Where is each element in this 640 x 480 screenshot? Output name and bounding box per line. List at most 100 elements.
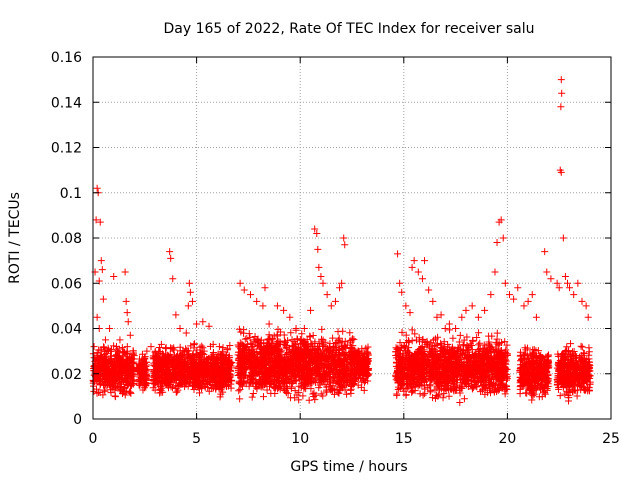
data-point	[108, 345, 116, 353]
data-point	[107, 383, 115, 391]
data-point	[203, 359, 211, 367]
data-point	[449, 334, 457, 342]
data-point	[141, 353, 149, 361]
data-point	[439, 394, 447, 402]
data-point	[456, 331, 464, 339]
grid-lines	[93, 57, 611, 419]
data-point	[135, 368, 143, 376]
data-point	[138, 360, 146, 368]
data-point	[111, 377, 119, 385]
data-point	[174, 368, 182, 376]
data-point	[280, 331, 288, 339]
data-point	[151, 369, 159, 377]
data-point	[346, 329, 354, 337]
data-point	[126, 388, 134, 396]
data-point	[142, 374, 150, 382]
data-point	[167, 376, 175, 384]
data-point	[456, 399, 464, 407]
data-point	[93, 389, 101, 397]
data-point	[121, 372, 129, 380]
data-point	[100, 365, 108, 373]
data-point	[95, 355, 103, 363]
data-point	[162, 380, 170, 388]
data-point	[168, 384, 176, 392]
data-point	[100, 386, 108, 394]
data-point	[218, 374, 226, 382]
data-point	[343, 390, 351, 398]
data-points	[89, 76, 594, 407]
data-point	[104, 344, 112, 352]
data-point	[176, 355, 184, 363]
data-point	[476, 339, 484, 347]
data-point	[191, 340, 199, 348]
data-point	[120, 348, 128, 356]
data-point	[123, 343, 131, 351]
data-point	[217, 360, 225, 368]
data-point	[393, 391, 401, 399]
data-point	[111, 385, 119, 393]
data-point	[119, 388, 127, 396]
data-point	[110, 372, 118, 380]
data-point	[198, 385, 206, 393]
data-point	[122, 361, 130, 369]
data-point	[110, 378, 118, 386]
data-point	[142, 382, 150, 390]
data-point	[334, 328, 342, 336]
data-point	[196, 389, 204, 397]
data-point	[99, 343, 107, 351]
data-point	[151, 347, 159, 355]
data-point	[101, 353, 109, 361]
data-point	[151, 386, 159, 394]
data-point	[152, 379, 160, 387]
data-point	[249, 390, 257, 398]
data-point	[96, 377, 104, 385]
data-point	[137, 373, 145, 381]
data-point	[426, 382, 434, 390]
data-point	[110, 342, 118, 350]
data-point	[260, 393, 268, 401]
data-point	[213, 366, 221, 374]
data-point	[163, 359, 171, 367]
data-point	[136, 378, 144, 386]
data-point	[128, 354, 136, 362]
data-point	[96, 346, 104, 354]
data-point	[107, 389, 115, 397]
data-point	[156, 389, 164, 397]
data-point	[100, 358, 108, 366]
data-point	[139, 365, 147, 373]
data-point	[493, 329, 501, 337]
data-point	[151, 354, 159, 362]
data-point	[212, 370, 220, 378]
data-point	[265, 331, 273, 339]
data-point	[114, 354, 122, 362]
data-point	[218, 348, 226, 356]
data-point	[129, 349, 137, 357]
data-point	[180, 348, 188, 356]
data-point	[184, 350, 192, 358]
data-point	[204, 357, 212, 365]
data-point	[176, 343, 184, 351]
data-point	[221, 378, 229, 386]
data-point	[166, 356, 174, 364]
data-point	[223, 368, 231, 376]
data-point	[111, 393, 119, 401]
data-point	[105, 370, 113, 378]
data-point	[209, 350, 217, 358]
data-point	[182, 345, 190, 353]
data-point	[143, 372, 151, 380]
data-point	[123, 382, 131, 390]
data-point	[96, 388, 104, 396]
data-point	[216, 393, 224, 401]
data-point	[235, 387, 243, 395]
data-point	[101, 380, 109, 388]
data-point	[217, 383, 225, 391]
data-point	[288, 336, 296, 344]
data-point	[168, 371, 176, 379]
data-point	[157, 388, 165, 396]
data-point	[115, 354, 123, 362]
data-point	[179, 371, 187, 379]
data-point	[193, 381, 201, 389]
data-point	[170, 346, 178, 354]
data-point	[187, 342, 195, 350]
